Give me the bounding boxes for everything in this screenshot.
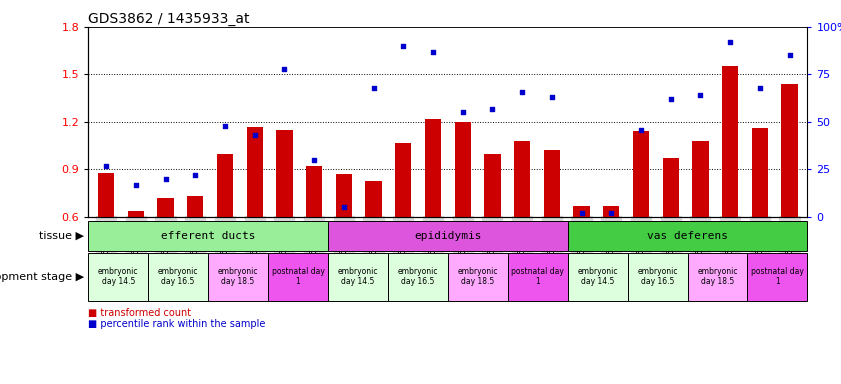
Bar	[306, 166, 322, 217]
Bar	[454, 122, 471, 217]
Point	[278, 66, 291, 72]
Bar	[328, 221, 568, 251]
Bar	[336, 174, 352, 217]
Point	[753, 84, 766, 91]
Bar	[447, 253, 508, 301]
Point	[664, 96, 677, 102]
Bar	[217, 154, 233, 217]
Text: ■ transformed count: ■ transformed count	[88, 308, 192, 318]
Point	[130, 182, 143, 188]
Bar	[722, 66, 738, 217]
Text: embryonic
day 16.5: embryonic day 16.5	[637, 267, 678, 286]
Bar	[632, 131, 649, 217]
Text: embryonic
day 14.5: embryonic day 14.5	[98, 267, 139, 286]
Point	[426, 48, 440, 55]
Point	[397, 43, 410, 49]
Text: embryonic
day 16.5: embryonic day 16.5	[398, 267, 438, 286]
Bar	[752, 128, 768, 217]
Point	[783, 52, 796, 58]
Text: efferent ducts: efferent ducts	[161, 231, 256, 241]
Point	[159, 176, 172, 182]
Point	[99, 162, 113, 169]
Text: embryonic
day 18.5: embryonic day 18.5	[458, 267, 498, 286]
Bar	[88, 253, 148, 301]
Point	[516, 88, 529, 94]
Text: embryonic
day 14.5: embryonic day 14.5	[578, 267, 618, 286]
Text: epididymis: epididymis	[414, 231, 482, 241]
Text: embryonic
day 18.5: embryonic day 18.5	[218, 267, 258, 286]
Bar	[187, 196, 204, 217]
Text: ■ percentile rank within the sample: ■ percentile rank within the sample	[88, 319, 266, 329]
Bar	[276, 130, 293, 217]
Bar	[157, 198, 174, 217]
Point	[694, 92, 707, 98]
Point	[248, 132, 262, 138]
Point	[605, 210, 618, 216]
Point	[545, 94, 558, 100]
Bar	[574, 206, 590, 217]
Bar	[692, 141, 709, 217]
Point	[367, 84, 380, 91]
Bar	[627, 253, 687, 301]
Point	[308, 157, 321, 163]
Bar	[508, 253, 568, 301]
Bar	[484, 154, 500, 217]
Bar	[748, 253, 807, 301]
Point	[219, 122, 232, 129]
Text: development stage ▶: development stage ▶	[0, 271, 84, 282]
Bar	[568, 221, 807, 251]
Bar	[425, 119, 442, 217]
Text: embryonic
day 14.5: embryonic day 14.5	[338, 267, 378, 286]
Text: postnatal day
1: postnatal day 1	[751, 267, 804, 286]
Point	[188, 172, 202, 178]
Text: postnatal day
1: postnatal day 1	[272, 267, 325, 286]
Bar	[568, 253, 627, 301]
Bar	[687, 253, 748, 301]
Bar	[514, 141, 531, 217]
Text: tissue ▶: tissue ▶	[39, 231, 84, 241]
Bar	[208, 253, 268, 301]
Point	[485, 106, 499, 112]
Bar	[543, 151, 560, 217]
Bar	[88, 221, 328, 251]
Text: vas deferens: vas deferens	[647, 231, 728, 241]
Text: GDS3862 / 1435933_at: GDS3862 / 1435933_at	[88, 12, 250, 25]
Bar	[128, 211, 144, 217]
Bar	[781, 84, 798, 217]
Text: embryonic
day 16.5: embryonic day 16.5	[158, 267, 198, 286]
Bar	[603, 206, 620, 217]
Text: embryonic
day 18.5: embryonic day 18.5	[697, 267, 738, 286]
Bar	[663, 158, 679, 217]
Point	[456, 109, 469, 116]
Point	[634, 126, 648, 132]
Bar	[328, 253, 388, 301]
Bar	[395, 142, 411, 217]
Point	[337, 204, 351, 210]
Bar	[268, 253, 328, 301]
Bar	[388, 253, 447, 301]
Text: postnatal day
1: postnatal day 1	[511, 267, 564, 286]
Bar	[246, 127, 263, 217]
Point	[723, 39, 737, 45]
Bar	[148, 253, 208, 301]
Bar	[98, 173, 114, 217]
Point	[574, 210, 588, 216]
Bar	[365, 180, 382, 217]
